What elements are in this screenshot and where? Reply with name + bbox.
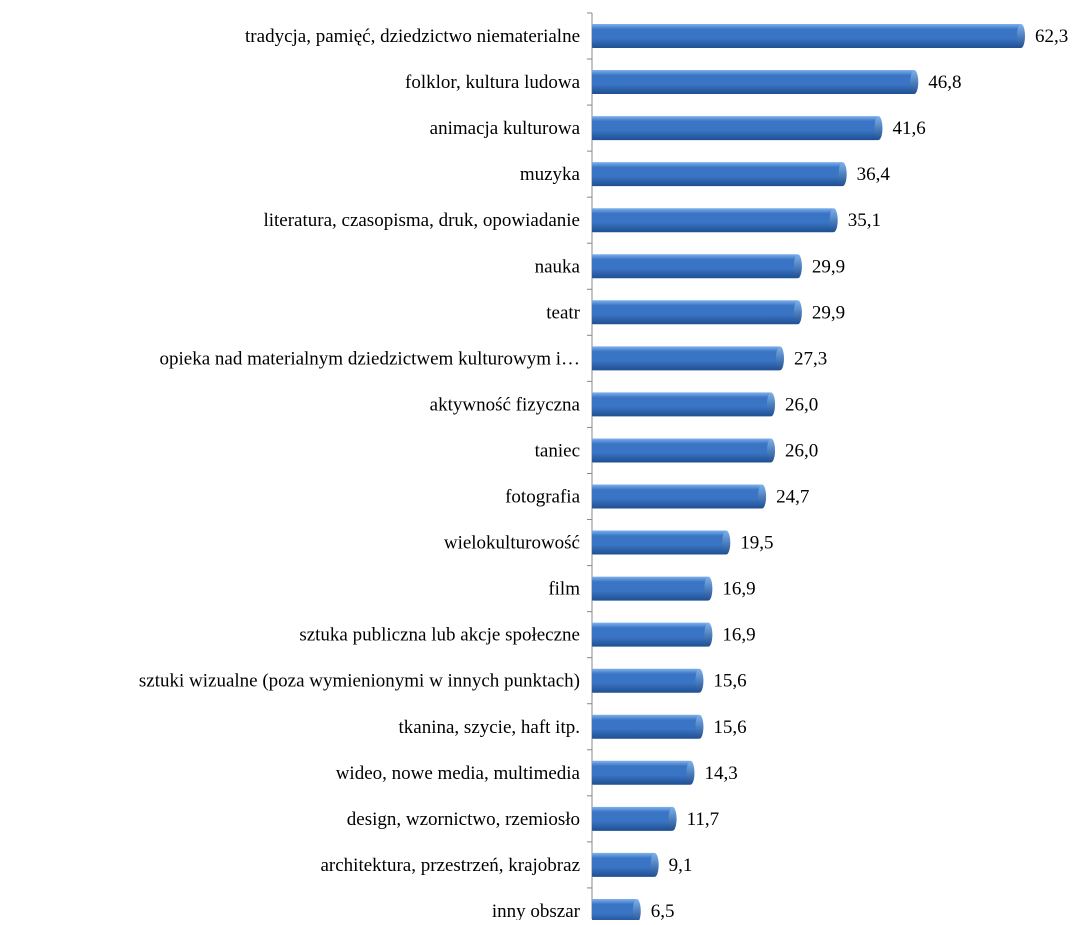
bar-end-cap (910, 70, 919, 95)
value-label: 11,7 (687, 809, 720, 830)
value-label: 36,4 (857, 164, 891, 185)
bar (592, 622, 709, 647)
bar-end-cap (767, 392, 776, 417)
bar (592, 254, 798, 279)
bar-end-cap (793, 254, 802, 279)
category-label: opieka nad materialnym dziedzictwem kult… (159, 348, 580, 369)
value-label: 14,3 (704, 763, 737, 784)
bar-end-cap (775, 346, 784, 371)
value-label: 29,9 (812, 302, 845, 323)
bar-end-cap (686, 760, 695, 785)
category-label: taniec (535, 440, 580, 461)
value-label: 15,6 (713, 717, 746, 738)
bar-end-cap (722, 530, 731, 555)
value-label: 62,3 (1035, 26, 1068, 47)
category-label: teatr (546, 302, 580, 323)
category-label: folklor, kultura ludowa (405, 72, 581, 93)
bar-end-cap (758, 484, 767, 509)
value-label: 16,9 (722, 579, 755, 600)
bar (592, 484, 763, 509)
category-label: literatura, czasopisma, druk, opowiadani… (263, 210, 580, 231)
bar-end-cap (704, 576, 713, 601)
bar-end-cap (793, 300, 802, 325)
bar-end-cap (838, 162, 847, 187)
value-label: 19,5 (740, 533, 773, 554)
category-label: tkanina, szycie, haft itp. (399, 717, 581, 738)
bar-end-cap (695, 714, 704, 739)
value-label: 35,1 (848, 210, 881, 231)
bar (592, 530, 727, 555)
category-label: aktywność fizyczna (430, 394, 581, 415)
bar-end-cap (632, 898, 641, 923)
category-label: tradycja, pamięć, dziedzictwo niemateria… (245, 26, 580, 47)
bar (592, 70, 915, 95)
bar (592, 300, 798, 325)
bar (592, 162, 843, 187)
value-label: 24,7 (776, 487, 809, 508)
bar (592, 438, 772, 463)
category-label: design, wzornictwo, rzemiosło (347, 809, 580, 830)
bar (592, 852, 655, 877)
bar (592, 24, 1021, 48)
category-label: inny obszar (492, 901, 581, 920)
value-label: 6,5 (651, 901, 675, 920)
bar-end-cap (650, 852, 659, 877)
value-label: 16,9 (722, 625, 755, 646)
value-label: 26,0 (785, 394, 818, 415)
bar (592, 714, 700, 739)
chart-body: tradycja, pamięć, dziedzictwo niemateria… (139, 12, 1068, 923)
value-label: 27,3 (794, 348, 827, 369)
bar (592, 898, 637, 923)
bar-end-cap (874, 116, 883, 141)
value-label: 9,1 (669, 855, 693, 876)
bar (592, 392, 772, 417)
category-label: muzyka (520, 164, 581, 185)
bar-end-cap (1017, 24, 1025, 48)
category-label: animacja kulturowa (430, 118, 581, 139)
value-label: 15,6 (713, 671, 746, 692)
bar (592, 576, 709, 601)
bar (592, 346, 780, 371)
bar (592, 806, 673, 831)
category-label: wideo, nowe media, multimedia (336, 763, 581, 784)
bar (592, 116, 879, 141)
category-label: sztuki wizualne (poza wymienionymi w inn… (139, 671, 580, 692)
value-label: 26,0 (785, 440, 818, 461)
value-label: 29,9 (812, 256, 845, 277)
bar-end-cap (704, 622, 713, 647)
bar-end-cap (668, 806, 677, 831)
bar-end-cap (695, 668, 704, 693)
value-label: 46,8 (928, 72, 961, 93)
bar (592, 668, 700, 693)
category-label: wielokulturowość (444, 533, 580, 554)
bar-end-cap (767, 438, 776, 463)
bar (592, 760, 691, 785)
category-label: fotografia (505, 487, 580, 508)
category-label: architektura, przestrzeń, krajobraz (320, 855, 580, 876)
bar (592, 208, 834, 233)
value-label: 41,6 (892, 118, 925, 139)
category-label: film (548, 579, 580, 600)
category-label: sztuka publiczna lub akcje społeczne (299, 625, 580, 646)
bar-end-cap (829, 208, 838, 233)
category-label: nauka (535, 256, 581, 277)
